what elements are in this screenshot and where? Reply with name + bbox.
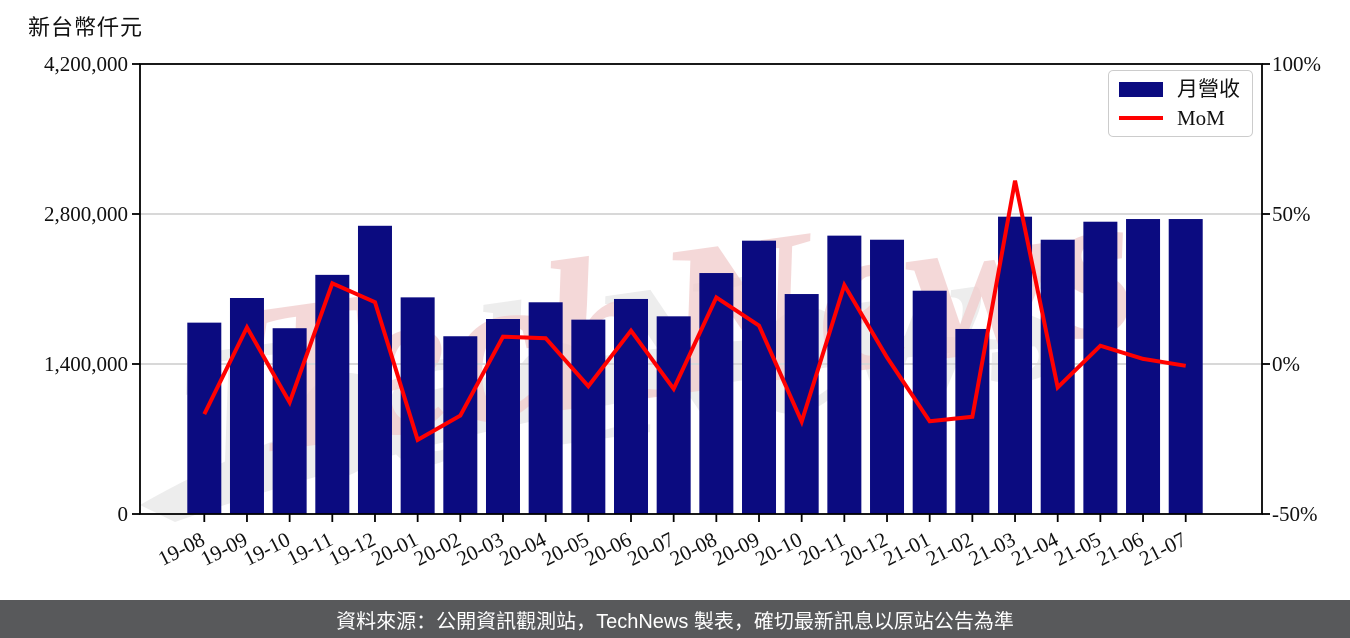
revenue-bar (571, 319, 606, 514)
legend-item-mom: MoM (1119, 105, 1242, 130)
revenue-bar (614, 298, 648, 514)
y-axis-tick-label: 4,200,000 (44, 52, 128, 76)
revenue-bar (656, 316, 691, 514)
chart-canvas: TechNewsTechNews01,400,0002,800,0004,200… (44, 52, 1321, 571)
y-axis-tick-label: 2,800,000 (44, 202, 128, 226)
revenue-bar (827, 235, 862, 514)
x-axis-tick-label: 21-07 (1135, 527, 1190, 571)
source-footer: 資料來源：公開資訊觀測站，TechNews 製表，確切最新訊息以原站公告為準 (0, 600, 1350, 638)
revenue-bar (1126, 219, 1161, 515)
revenue-bar (1168, 219, 1203, 515)
percent-axis-tick-label: -50% (1272, 502, 1318, 526)
legend: 月營收 MoM (1108, 70, 1253, 137)
source-footer-text: 資料來源：公開資訊觀測站，TechNews 製表，確切最新訊息以原站公告為準 (336, 610, 1014, 633)
revenue-bar (699, 273, 734, 514)
mom-swatch (1119, 116, 1163, 120)
percent-axis-tick-label: 50% (1272, 202, 1311, 226)
percent-axis-tick-label: 0% (1272, 352, 1300, 376)
legend-mom-label: MoM (1177, 105, 1225, 130)
mom-line (202, 180, 1187, 443)
legend-revenue-label: 月營收 (1177, 76, 1240, 101)
revenue-bar (528, 302, 563, 514)
revenue-bar (485, 319, 520, 514)
revenue-swatch (1119, 81, 1163, 97)
y-axis-title: 新台幣仟元 (28, 15, 144, 40)
revenue-bar (784, 294, 819, 514)
revenue-bar (443, 336, 478, 514)
y-axis-tick-label: 1,400,000 (44, 352, 128, 376)
revenue-bar (1083, 221, 1118, 514)
revenue-bar (229, 298, 264, 514)
revenue-bar (272, 328, 307, 514)
revenue-bar (998, 216, 1033, 514)
percent-axis-tick-label: 100% (1272, 52, 1321, 76)
y-axis-tick-label: 0 (118, 502, 129, 526)
revenue-bar (357, 225, 392, 515)
revenue-bar (742, 240, 777, 514)
plot-frame (139, 63, 1263, 515)
legend-item-revenue: 月營收 (1119, 76, 1242, 101)
revenue-bar (187, 322, 222, 514)
